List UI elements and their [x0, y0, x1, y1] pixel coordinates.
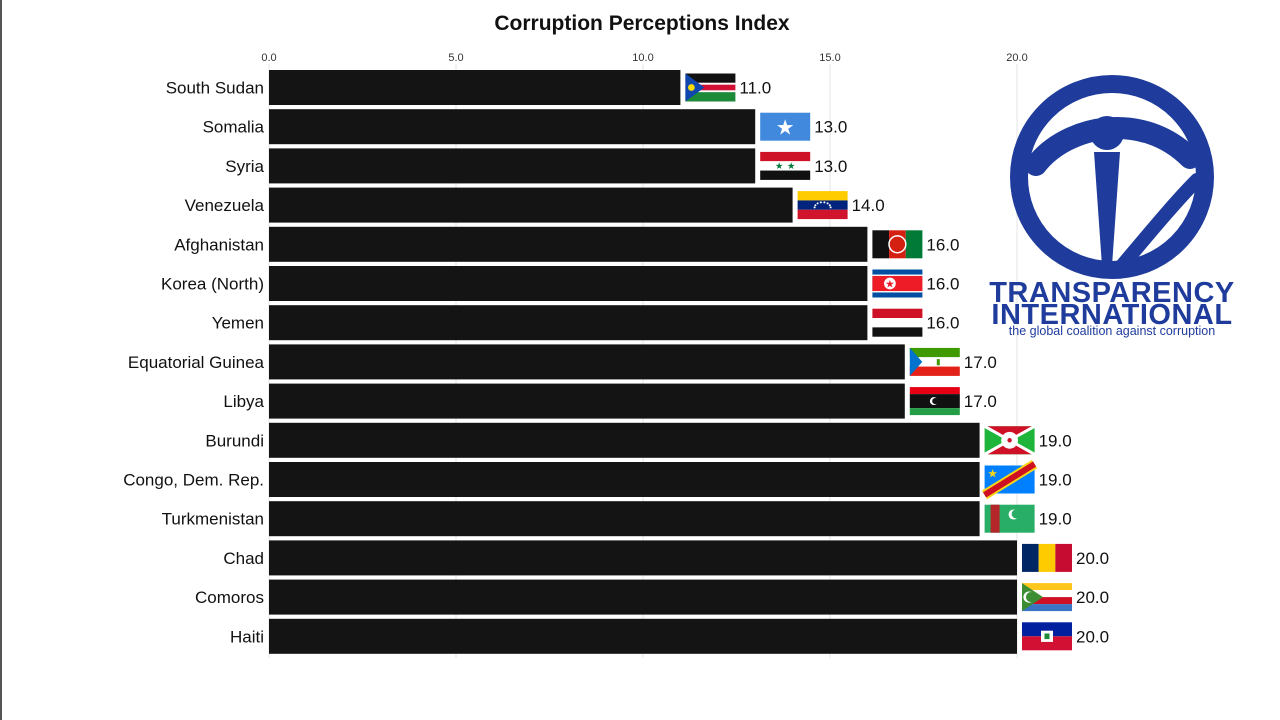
logo-tagline: the global coalition against corruption [1009, 324, 1215, 338]
x-tick-label: 10.0 [632, 52, 653, 64]
category-label: South Sudan [166, 79, 264, 98]
bar [269, 540, 1017, 576]
bar [269, 618, 1017, 654]
bar [269, 579, 1017, 615]
turkmenistan-flag-icon [984, 504, 1035, 533]
bar [269, 148, 756, 184]
value-label: 17.0 [964, 353, 997, 372]
value-label: 13.0 [814, 157, 847, 176]
value-label: 11.0 [739, 79, 771, 98]
bar [269, 305, 868, 341]
transparency-international-logo: TRANSPARENCY INTERNATIONAL the global co… [989, 75, 1235, 338]
bar [269, 109, 756, 145]
category-label: Chad [223, 549, 264, 568]
value-label: 16.0 [926, 275, 959, 294]
chad-flag-icon [1022, 543, 1072, 572]
value-label: 20.0 [1076, 588, 1109, 607]
comoros-flag-icon [1022, 583, 1072, 612]
value-label: 17.0 [964, 392, 997, 411]
value-label: 16.0 [926, 314, 959, 333]
x-tick-label: 5.0 [448, 52, 463, 64]
north-korea-flag-icon: ★ [872, 269, 923, 298]
svg-text:★: ★ [987, 466, 998, 480]
transparency-international-logo-icon [1010, 75, 1214, 279]
logo-name-line2: INTERNATIONAL [991, 299, 1232, 331]
haiti-flag-icon [1022, 622, 1072, 651]
category-label: Libya [223, 392, 264, 411]
category-label: Congo, Dem. Rep. [123, 471, 264, 490]
bar [269, 344, 905, 380]
category-label: Turkmenistan [162, 510, 264, 529]
bar [269, 226, 868, 262]
south-sudan-flag-icon [685, 73, 736, 102]
value-label: 19.0 [1039, 471, 1072, 490]
yemen-flag-icon [872, 308, 923, 337]
svg-text:★: ★ [776, 116, 795, 140]
category-label: Somalia [203, 118, 265, 137]
category-label: Korea (North) [161, 275, 264, 294]
syria-flag-icon: ★ ★ [760, 151, 811, 180]
category-label: Syria [225, 157, 264, 176]
x-tick-label: 0.0 [261, 52, 276, 64]
x-axis-ticks: 0.0 5.0 10.0 15.0 20.0 [261, 52, 1027, 64]
value-label: 20.0 [1076, 549, 1109, 568]
somalia-flag-icon: ★ [760, 112, 811, 141]
x-tick-label: 15.0 [819, 52, 840, 64]
x-tick-label: 20.0 [1006, 52, 1027, 64]
value-label: 16.0 [926, 235, 959, 254]
category-label: Burundi [205, 431, 264, 450]
category-label: Haiti [230, 627, 264, 646]
chart-title: Corruption Perceptions Index [494, 12, 790, 35]
burundi-flag-icon [983, 424, 1036, 456]
bar [269, 422, 980, 458]
bar [269, 187, 793, 223]
venezuela-flag-icon [797, 191, 848, 220]
category-label: Venezuela [185, 196, 265, 215]
bar [269, 501, 980, 537]
category-label: Comoros [195, 588, 264, 607]
dr-congo-flag-icon: ★ [981, 459, 1038, 500]
category-label: Afghanistan [174, 235, 264, 254]
value-label: 13.0 [814, 118, 847, 137]
afghanistan-flag-icon [872, 230, 923, 259]
bar [269, 266, 868, 301]
libya-flag-icon [909, 387, 960, 416]
value-label: 19.0 [1039, 510, 1072, 529]
svg-text:★: ★ [787, 161, 795, 172]
svg-text:★: ★ [885, 277, 895, 290]
category-label: Yemen [212, 314, 264, 333]
value-label: 19.0 [1039, 431, 1072, 450]
bar [269, 70, 681, 105]
bar [269, 462, 980, 497]
category-label: Equatorial Guinea [128, 353, 265, 372]
value-label: 20.0 [1076, 627, 1109, 646]
svg-text:★: ★ [775, 161, 783, 172]
logo-name-line1: TRANSPARENCY [989, 277, 1235, 309]
equatorial-guinea-flag-icon [909, 347, 960, 376]
value-label: 14.0 [852, 196, 885, 215]
bar [269, 383, 905, 419]
